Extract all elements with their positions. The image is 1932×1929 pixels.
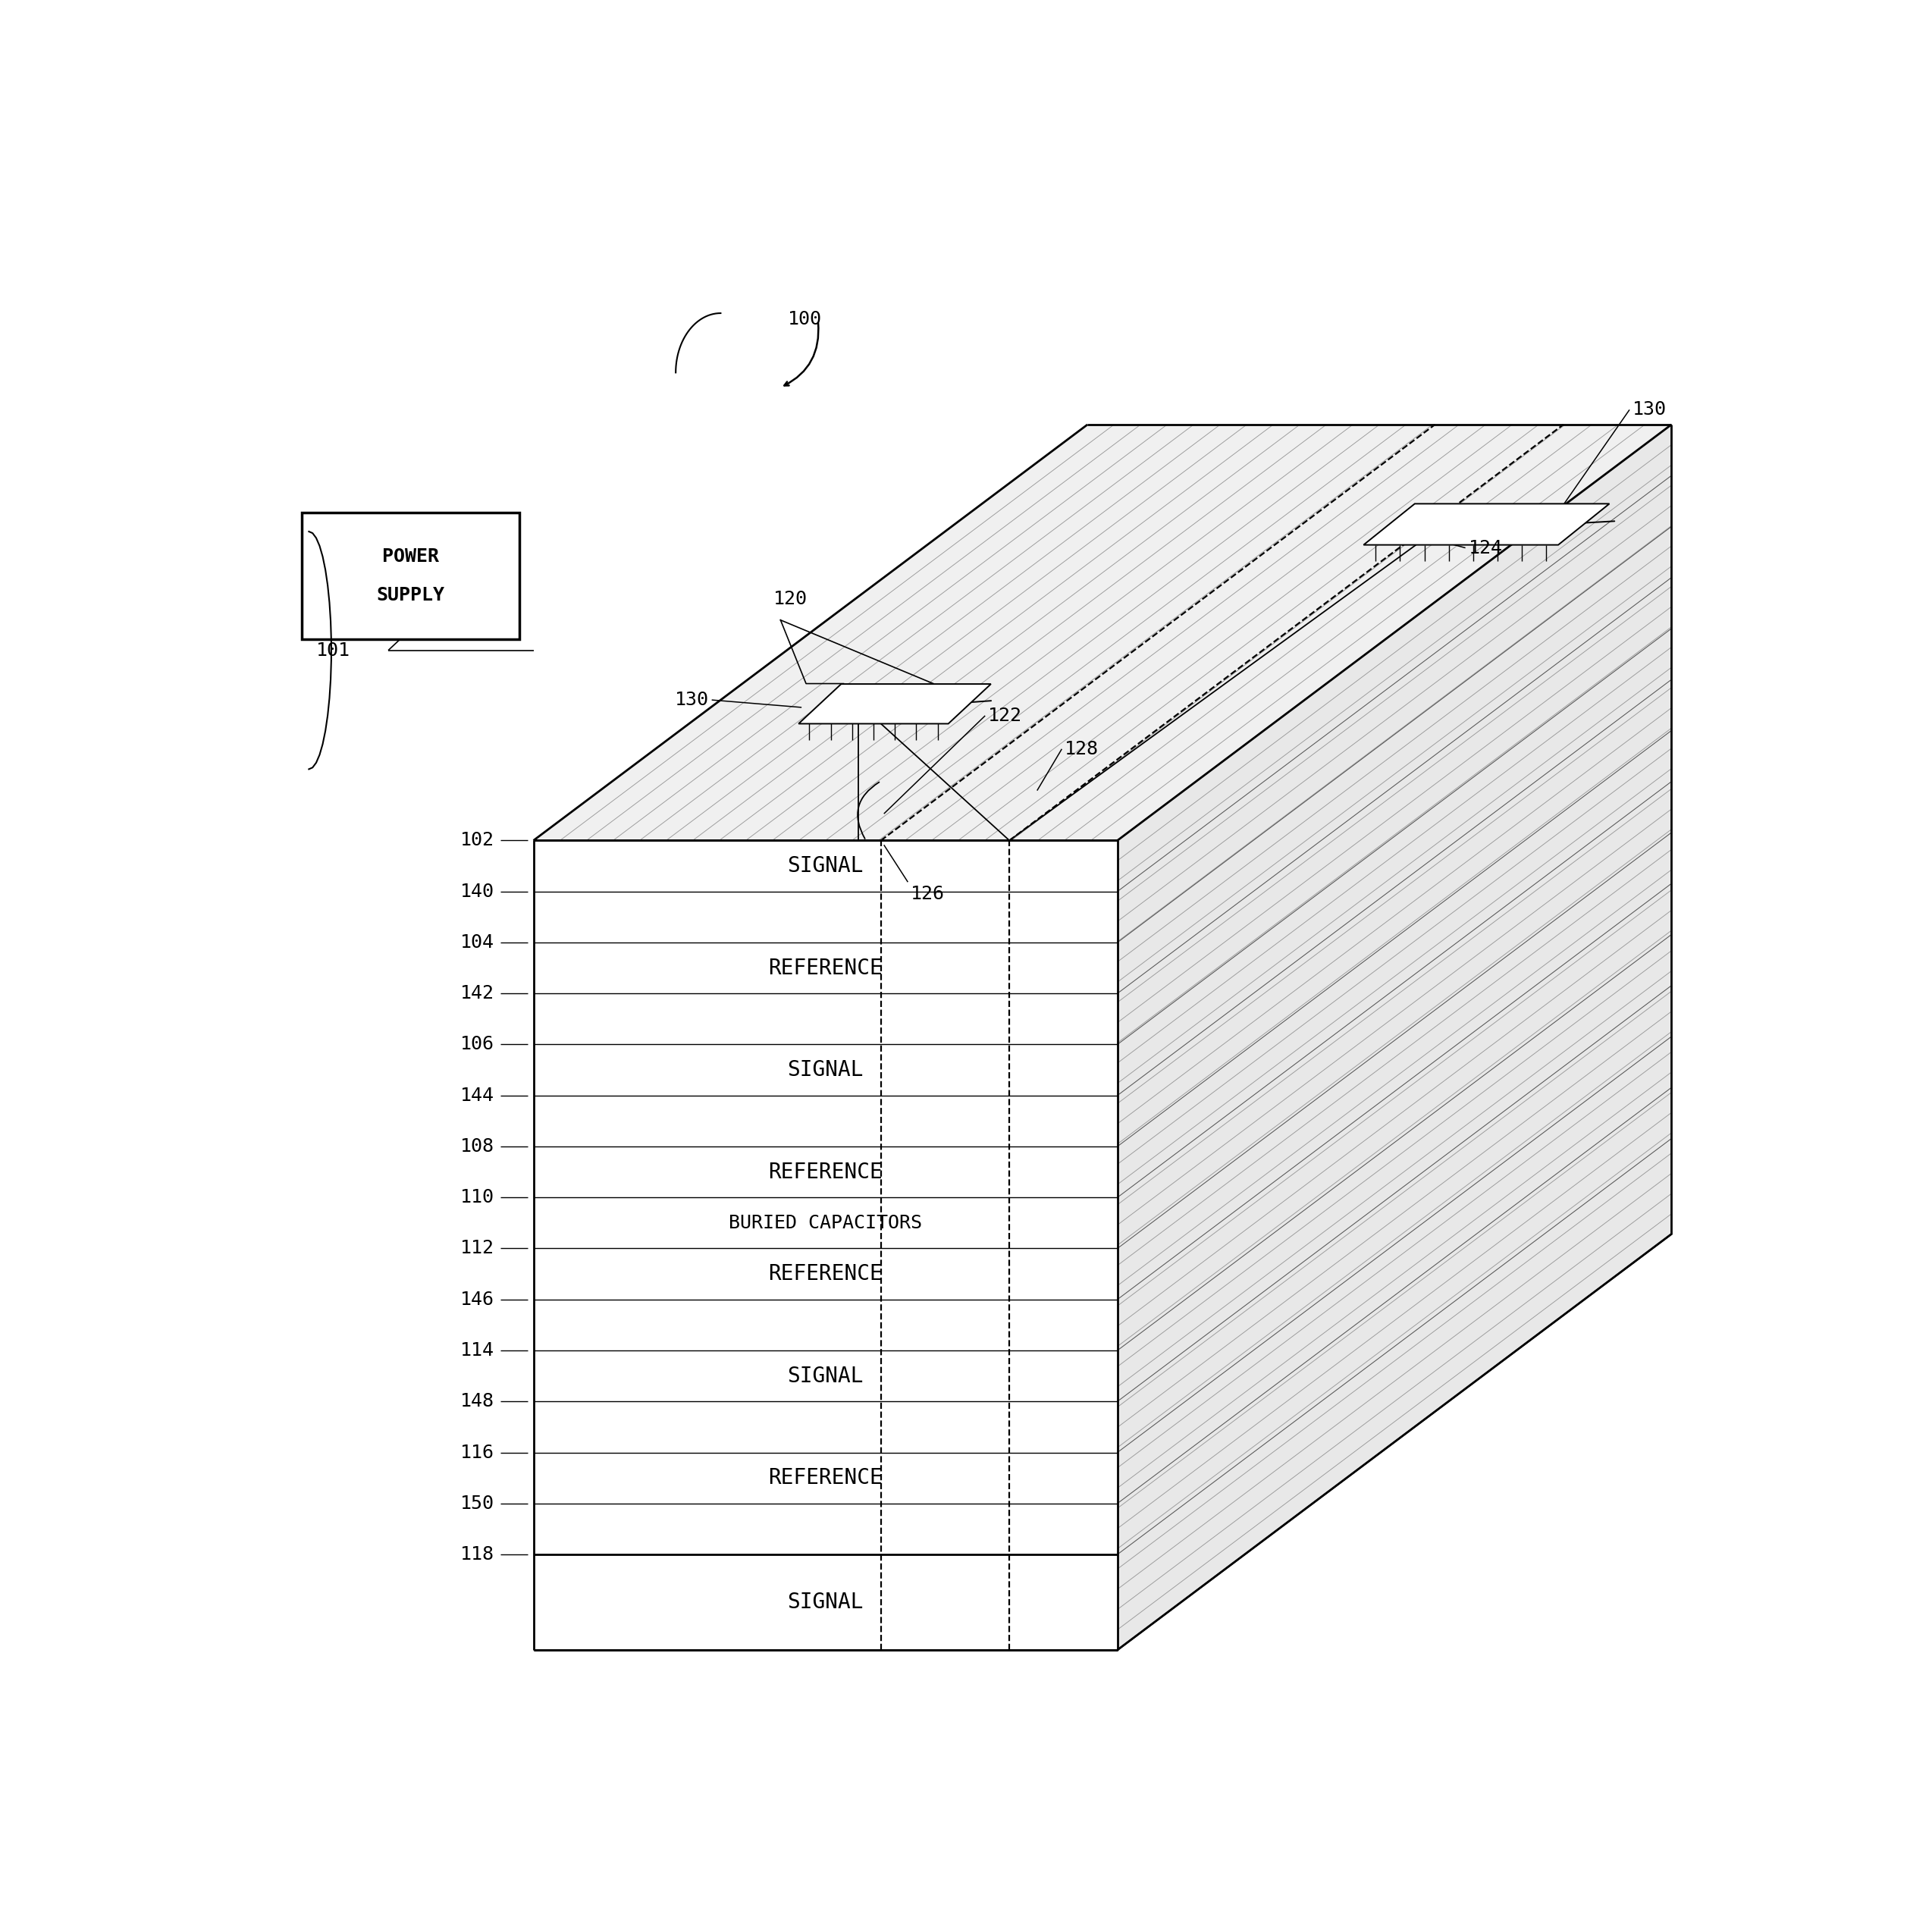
Text: 118: 118 [460, 1545, 495, 1564]
Text: 124: 124 [1468, 538, 1503, 557]
Text: POWER: POWER [383, 548, 439, 565]
Text: 144: 144 [460, 1086, 495, 1105]
Text: 130: 130 [674, 691, 709, 710]
Polygon shape [798, 685, 991, 723]
Text: 128: 128 [1065, 741, 1099, 758]
Polygon shape [1364, 503, 1609, 544]
Polygon shape [533, 424, 1671, 841]
Text: 108: 108 [460, 1138, 495, 1155]
Text: SIGNAL: SIGNAL [788, 1591, 864, 1613]
Text: SUPPLY: SUPPLY [377, 586, 444, 604]
Text: 150: 150 [460, 1495, 495, 1512]
Text: 112: 112 [460, 1238, 495, 1258]
Text: 101: 101 [317, 640, 350, 660]
Polygon shape [1117, 424, 1671, 1649]
Text: 116: 116 [460, 1443, 495, 1462]
Text: SIGNAL: SIGNAL [788, 1366, 864, 1387]
Text: 110: 110 [460, 1188, 495, 1206]
Text: REFERENCE: REFERENCE [769, 1263, 883, 1285]
Text: 142: 142 [460, 984, 495, 1003]
Text: 146: 146 [460, 1291, 495, 1308]
Text: BURIED CAPACITORS: BURIED CAPACITORS [728, 1213, 922, 1233]
Text: 122: 122 [987, 706, 1022, 725]
Polygon shape [533, 841, 1117, 1649]
Text: REFERENCE: REFERENCE [769, 1468, 883, 1489]
Text: SIGNAL: SIGNAL [788, 855, 864, 876]
Text: 102: 102 [460, 831, 495, 849]
Text: 148: 148 [460, 1393, 495, 1410]
Text: 106: 106 [460, 1036, 495, 1053]
Text: REFERENCE: REFERENCE [769, 957, 883, 978]
Text: 120: 120 [773, 590, 808, 608]
Text: 130: 130 [1633, 401, 1667, 419]
Text: 114: 114 [460, 1341, 495, 1360]
Text: 126: 126 [910, 885, 945, 903]
Text: 140: 140 [460, 882, 495, 901]
Text: 100: 100 [788, 311, 823, 328]
Bar [301, 513, 520, 638]
Text: REFERENCE: REFERENCE [769, 1161, 883, 1182]
Text: SIGNAL: SIGNAL [788, 1059, 864, 1080]
Text: 104: 104 [460, 934, 495, 951]
